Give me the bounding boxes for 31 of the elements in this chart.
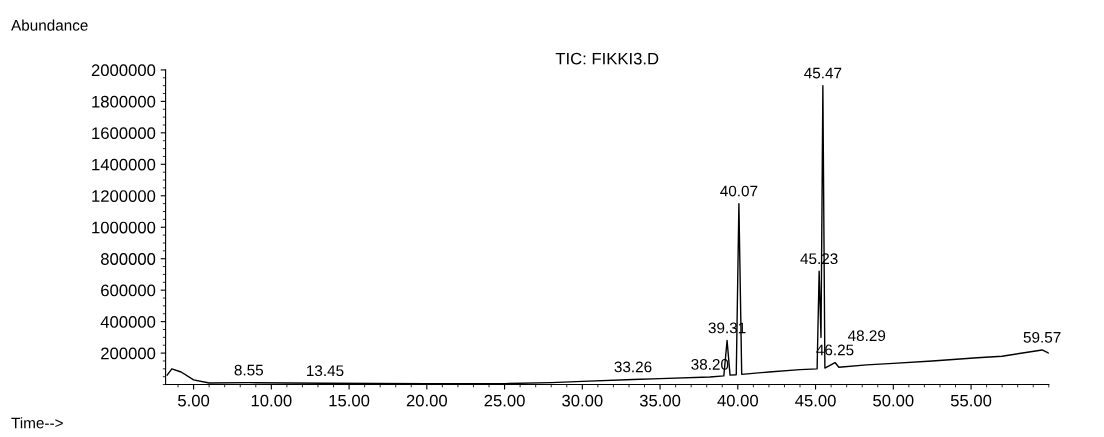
y-tick-label: 1800000 <box>92 95 156 108</box>
x-tick-label: 55.00 <box>950 394 992 407</box>
annotation: 8.55 <box>234 364 264 376</box>
annotation: 13.45 <box>307 365 344 377</box>
y-tick-label: 800000 <box>100 253 156 265</box>
annotation: 48.29 <box>847 330 886 342</box>
y-tick-label: 200000 <box>101 347 156 360</box>
y-tick-label: 600000 <box>101 284 156 297</box>
x-tick-label: 35.00 <box>639 394 681 407</box>
y-tick-label: 1200000 <box>92 190 156 202</box>
x-tick-label: 20.00 <box>406 394 448 407</box>
annotation: 33.26 <box>614 361 652 373</box>
x-tick-label: 15.00 <box>329 394 370 407</box>
x-tick-label: 25.00 <box>484 394 525 407</box>
x-axis-title: Time--> <box>11 417 63 429</box>
annotation: 40.07 <box>720 185 758 197</box>
x-tick-label: 10.00 <box>251 394 292 407</box>
y-tick-label: 2000000 <box>91 64 156 77</box>
x-tick-label: 30.00 <box>562 394 603 407</box>
x-tick-label: 5.00 <box>178 394 210 407</box>
x-tick-label: 40.00 <box>717 394 759 407</box>
x-tick-label: 45.00 <box>795 394 836 407</box>
annotation: 59.57 <box>1023 331 1061 343</box>
annotation: 45.47 <box>804 67 842 79</box>
y-tick-label: 400000 <box>100 316 156 328</box>
y-axis-title: Abundance <box>11 19 88 31</box>
y-tick-label: 1000000 <box>92 221 156 234</box>
x-tick-label: 50.00 <box>873 394 914 407</box>
y-tick-label: 1600000 <box>92 127 156 140</box>
chart-title: TIC: FIKKI3.D <box>555 52 659 65</box>
y-tick-label: 1400000 <box>92 158 156 171</box>
